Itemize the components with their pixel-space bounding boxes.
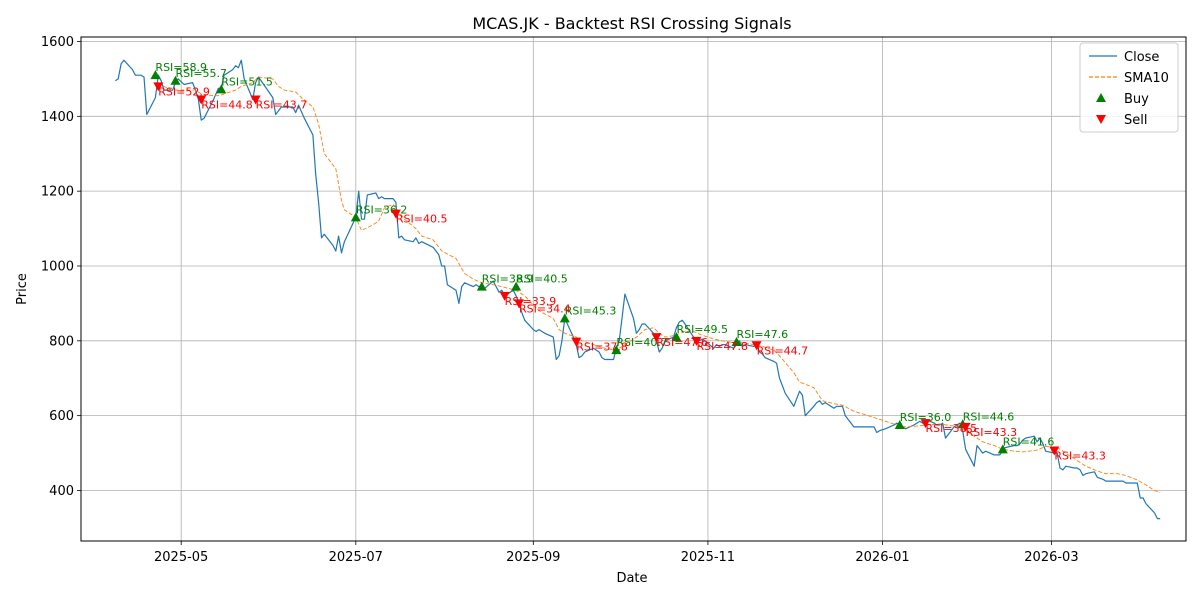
buy-rsi-label: RSI=51.5: [221, 75, 273, 88]
legend-sma10-label: SMA10: [1124, 71, 1169, 86]
legend-box: [1079, 42, 1179, 133]
sell-rsi-label: RSI=34.4: [519, 302, 571, 315]
sell-marker: [153, 82, 164, 92]
x-tick-label: 2025-11: [681, 550, 735, 565]
x-axis-label: Date: [616, 571, 647, 586]
sell-marker: [960, 422, 971, 432]
buy-rsi-label: RSI=36.0: [900, 411, 952, 424]
legend-close-label: Close: [1124, 50, 1159, 65]
axes: 2025-05 2025-07 2025-09 2025-11 2026-01 2026-…: [41, 35, 1079, 565]
legend-buy-label: Buy: [1124, 92, 1149, 107]
sell-marker: [651, 333, 662, 343]
sell-rsi-label: RSI=43.3: [966, 426, 1018, 439]
chart-title: MCAS.JK - Backtest RSI Crossing Signals: [472, 14, 791, 33]
buy-marker: [170, 75, 181, 85]
sell-marker: [751, 341, 762, 351]
sell-marker: [691, 336, 702, 346]
buy-marker: [476, 281, 487, 291]
y-tick-label: 800: [49, 334, 74, 349]
legend-sell-swatch: [1096, 115, 1106, 124]
buy-rsi-label: RSI=58.9: [155, 61, 207, 74]
buy-marker: [350, 212, 361, 222]
buy-rsi-label: RSI=45.3: [565, 304, 617, 317]
buy-rsi-label: RSI=44.6: [963, 410, 1015, 423]
buy-rsi-label: RSI=41.6: [1003, 435, 1055, 448]
sell-marker: [390, 209, 401, 219]
x-tick-label: 2026-01: [855, 550, 909, 565]
sell-rsi-label: RSI=52.9: [158, 85, 210, 98]
x-tick-label: 2026-03: [1024, 550, 1078, 565]
y-tick-label: 1000: [41, 259, 74, 274]
y-tick-label: 1600: [41, 35, 74, 50]
buy-rsi-label: RSI=38.9: [482, 273, 534, 286]
buy-rsi-label: RSI=55.7: [175, 67, 227, 80]
series-line-sma10: [158, 76, 1161, 493]
y-tick-label: 400: [49, 484, 74, 499]
sell-rsi-label: RSI=43.3: [1054, 449, 1106, 462]
plot-area: [115, 59, 1161, 520]
grid-lines: [81, 37, 1186, 541]
buy-marker: [559, 313, 570, 323]
y-tick-label: 600: [49, 409, 74, 424]
buy-marker: [731, 336, 742, 346]
buy-marker: [611, 345, 622, 355]
sell-marker: [196, 95, 207, 105]
buy-marker: [511, 281, 522, 291]
buy-rsi-label: RSI=47.6: [737, 328, 789, 341]
buy-marker: [894, 420, 905, 430]
y-axis-label: Price: [15, 273, 30, 305]
sell-marker: [499, 291, 510, 301]
buy-marker: [997, 444, 1008, 454]
sell-rsi-label: RSI=47.8: [696, 340, 748, 353]
signal-markers: RSI=58.9RSI=55.7RSI=51.5RSI=36.2RSI=38.9…: [150, 61, 1106, 462]
legend: Close SMA10 Buy Sell: [1079, 42, 1179, 133]
x-tick-label: 2025-05: [154, 550, 208, 565]
buy-rsi-label: RSI=40.5: [516, 273, 568, 286]
buy-marker: [216, 84, 227, 94]
y-tick-label: 1400: [41, 110, 74, 125]
sell-rsi-label: RSI=40.5: [396, 213, 448, 226]
series-line-close: [115, 59, 1161, 520]
sell-rsi-label: RSI=43.7: [256, 98, 308, 111]
sell-marker: [250, 95, 261, 105]
sell-marker: [571, 337, 582, 347]
buy-marker: [671, 332, 682, 342]
sell-marker: [920, 419, 931, 429]
legend-sell-label: Sell: [1124, 113, 1147, 128]
sell-marker: [513, 299, 524, 309]
y-tick-label: 1200: [41, 185, 74, 200]
buy-rsi-label: RSI=49.5: [676, 323, 728, 336]
plot-frame: [80, 36, 1187, 542]
sell-rsi-label: RSI=44.8: [201, 98, 253, 111]
x-tick-label: 2025-07: [329, 550, 383, 565]
sell-rsi-label: RSI=44.7: [757, 344, 809, 357]
x-tick-label: 2025-09: [506, 550, 560, 565]
sell-rsi-label: RSI=37.8: [576, 341, 628, 354]
buy-marker: [150, 70, 161, 80]
legend-buy-swatch: [1096, 93, 1106, 102]
sell-marker: [1049, 446, 1060, 456]
